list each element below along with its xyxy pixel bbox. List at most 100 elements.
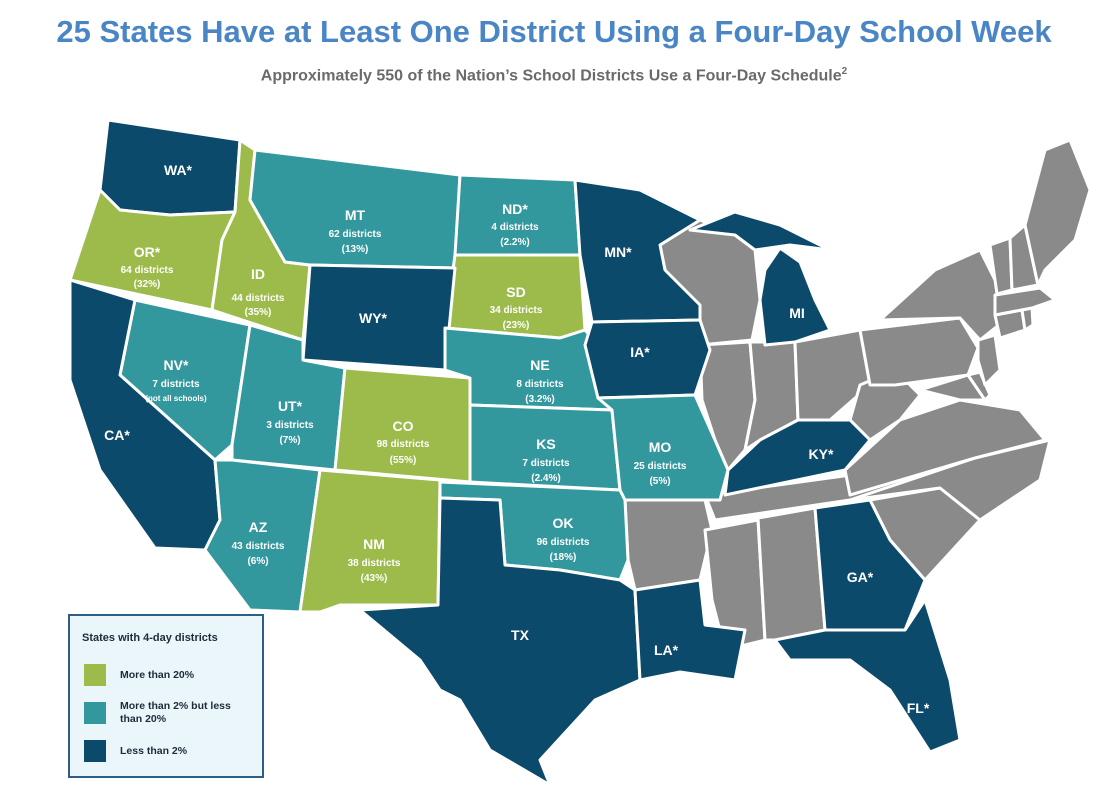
legend-swatch-low: [84, 740, 106, 762]
state-pa[interactable]: [858, 316, 980, 387]
svg-text:SD: SD: [506, 284, 525, 300]
label-mt: MT 62 districts (13%): [329, 207, 382, 255]
page-title: 25 States Have at Least One District Usi…: [56, 14, 1052, 49]
svg-text:WY*: WY*: [359, 310, 388, 326]
svg-text:MT: MT: [345, 207, 366, 223]
svg-text:25 districts: 25 districts: [634, 461, 687, 472]
label-nm: NM 38 districts (43%): [348, 536, 401, 584]
state-al[interactable]: [756, 506, 827, 642]
svg-text:ND*: ND*: [502, 201, 528, 217]
label-sd: SD 34 districts (23%): [490, 284, 543, 331]
state-de[interactable]: [966, 370, 992, 402]
svg-text:8 districts: 8 districts: [516, 379, 564, 390]
label-la: LA*: [654, 642, 679, 658]
svg-text:7 districts: 7 districts: [522, 458, 570, 469]
svg-text:(5%): (5%): [649, 476, 670, 487]
legend-item-low: Less than 2%: [84, 740, 250, 762]
state-ri[interactable]: [1020, 306, 1035, 332]
label-nv: NV* 7 districts (not all schools): [145, 357, 207, 403]
label-az: AZ 43 districts (6%): [232, 519, 285, 567]
label-mn: MN*: [604, 244, 632, 260]
svg-text:MI: MI: [789, 305, 805, 321]
svg-text:IA*: IA*: [630, 344, 650, 360]
svg-text:FL*: FL*: [907, 700, 930, 716]
state-mi-upper[interactable]: [688, 210, 832, 252]
svg-text:(35%): (35%): [245, 307, 272, 318]
svg-text:(2.2%): (2.2%): [500, 237, 529, 248]
svg-text:NE: NE: [530, 357, 549, 373]
svg-text:NM: NM: [363, 536, 385, 552]
svg-text:7 districts: 7 districts: [152, 379, 200, 390]
state-ky[interactable]: [723, 418, 872, 497]
svg-text:KS: KS: [536, 436, 555, 452]
svg-text:64 districts: 64 districts: [121, 265, 174, 276]
state-oh[interactable]: [793, 328, 872, 422]
legend-swatch-mid: [84, 702, 106, 724]
svg-text:62 districts: 62 districts: [329, 229, 382, 240]
label-ok: OK 96 districts (18%): [537, 515, 590, 563]
label-fl: FL*: [907, 700, 930, 716]
label-or: OR* 64 districts (32%): [121, 244, 174, 290]
svg-text:(32%): (32%): [134, 279, 161, 290]
legend-swatch-high: [84, 664, 106, 686]
svg-text:96 districts: 96 districts: [537, 537, 590, 548]
svg-text:(not all schools): (not all schools): [145, 394, 207, 403]
svg-text:(3.2%): (3.2%): [525, 394, 554, 405]
state-mn[interactable]: [573, 178, 702, 324]
legend-label-low: Less than 2%: [120, 744, 188, 757]
state-mi[interactable]: [758, 246, 832, 347]
page-subtitle: Approximately 550 of the Nation’s School…: [0, 66, 1108, 85]
label-wa: WA*: [164, 162, 193, 178]
svg-text:98 districts: 98 districts: [377, 439, 430, 450]
legend-item-mid: More than 2% but less than 20%: [84, 700, 250, 726]
state-tx[interactable]: [358, 496, 642, 787]
svg-text:44 districts: 44 districts: [232, 293, 285, 304]
svg-text:(18%): (18%): [550, 552, 577, 563]
svg-text:CO: CO: [393, 418, 414, 434]
svg-text:NV*: NV*: [164, 357, 189, 373]
subtitle-text: Approximately 550 of the Nation’s School…: [260, 67, 842, 85]
svg-text:AZ: AZ: [249, 519, 268, 535]
label-tx: TX: [511, 627, 530, 643]
svg-text:(7%): (7%): [279, 435, 300, 446]
state-la[interactable]: [633, 578, 747, 682]
label-mo: MO 25 districts (5%): [634, 439, 687, 487]
legend: States with 4-day districts More than 20…: [68, 614, 264, 778]
state-ms[interactable]: [703, 518, 767, 652]
svg-text:3 districts: 3 districts: [266, 420, 314, 431]
state-ar[interactable]: [623, 498, 714, 592]
svg-text:43 districts: 43 districts: [232, 541, 285, 552]
svg-text:(23%): (23%): [503, 320, 530, 331]
svg-text:ID: ID: [251, 266, 265, 282]
label-ky: KY*: [809, 446, 834, 462]
state-va[interactable]: [843, 398, 1047, 497]
state-ma[interactable]: [993, 286, 1057, 317]
label-ks: KS 7 districts (2.4%): [522, 436, 570, 484]
label-wy: WY*: [359, 310, 388, 326]
svg-text:(2.4%): (2.4%): [531, 473, 560, 484]
svg-text:(13%): (13%): [342, 244, 369, 255]
svg-text:(43%): (43%): [361, 573, 388, 584]
label-nd: ND* 4 districts (2.2%): [491, 201, 539, 248]
state-nj[interactable]: [976, 333, 1002, 387]
state-mo[interactable]: [596, 393, 730, 502]
svg-text:OK: OK: [553, 515, 574, 531]
label-ut: UT* 3 districts (7%): [266, 398, 314, 446]
svg-text:CA*: CA*: [104, 427, 130, 443]
label-ia: IA*: [630, 344, 650, 360]
svg-text:KY*: KY*: [809, 446, 834, 462]
svg-text:WA*: WA*: [164, 162, 193, 178]
svg-text:4 districts: 4 districts: [491, 222, 539, 233]
svg-text:34 districts: 34 districts: [490, 305, 543, 316]
state-nm[interactable]: [298, 468, 442, 614]
svg-text:MN*: MN*: [604, 244, 632, 260]
state-fl[interactable]: [773, 598, 962, 754]
svg-text:TX: TX: [511, 627, 530, 643]
state-me[interactable]: [1023, 138, 1092, 287]
legend-item-high: More than 20%: [84, 664, 250, 686]
subtitle-footnote: 2: [841, 66, 848, 77]
label-ca: CA*: [104, 427, 130, 443]
legend-title: States with 4-day districts: [82, 632, 218, 644]
label-ga: GA*: [847, 569, 874, 585]
